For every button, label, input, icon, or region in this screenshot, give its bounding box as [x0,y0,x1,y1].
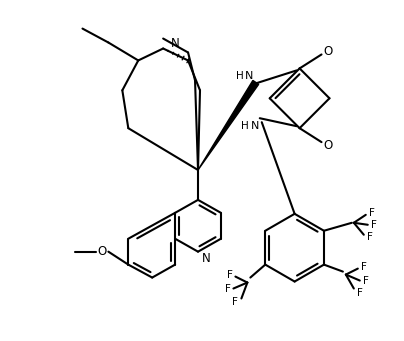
Text: F: F [232,297,238,308]
Text: F: F [357,287,363,297]
Text: N: N [171,37,179,50]
Text: H: H [241,121,249,131]
Text: F: F [369,208,375,218]
Text: O: O [98,245,107,258]
Text: F: F [363,276,369,285]
Text: F: F [227,270,232,280]
Text: O: O [324,45,333,58]
Text: F: F [371,220,377,230]
Text: O: O [324,138,333,152]
Text: H: H [236,71,244,81]
Polygon shape [198,80,259,170]
Text: N: N [202,252,210,265]
Text: N: N [244,71,253,81]
Text: F: F [225,283,230,294]
Text: F: F [367,232,373,242]
Text: F: F [361,262,367,272]
Text: N: N [250,121,259,131]
